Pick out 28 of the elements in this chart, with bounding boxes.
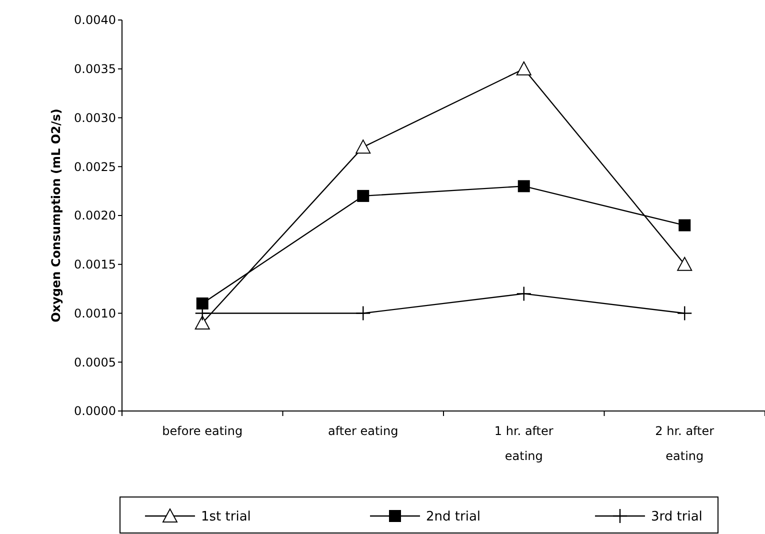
point — [194, 316, 210, 330]
point — [518, 180, 530, 192]
y-tick-label: 0.0005 — [74, 355, 116, 370]
y-tick-label: 0.0040 — [74, 13, 116, 28]
x-tick-label: after eating — [328, 424, 398, 438]
point — [677, 306, 692, 321]
point — [677, 256, 692, 271]
x-tick-label: before eating — [162, 424, 243, 438]
y-tick-label: 0.0015 — [74, 258, 116, 272]
x-tick-label: 2 hr. after eating — [655, 424, 714, 463]
y-tick-label: 0.0000 — [74, 404, 116, 418]
point — [516, 61, 532, 76]
x-tick-label: 1 hr. after eating — [494, 424, 554, 463]
legend-label: 2nd trial — [426, 510, 481, 525]
y-tick-label: 0.0020 — [74, 208, 116, 223]
point — [356, 306, 371, 321]
legend-label: 1st trial — [201, 510, 251, 525]
y-tick-label: 0.0030 — [74, 110, 116, 125]
point — [357, 190, 370, 202]
y-tick-label: 0.0025 — [74, 160, 116, 174]
y-axis-title: Oxygen Consumption (mL O2/s) — [49, 108, 63, 322]
legend-label: 3rd trial — [651, 510, 702, 525]
point — [356, 140, 371, 154]
y-tick-label: 0.0010 — [74, 306, 116, 320]
point — [516, 286, 532, 302]
point — [678, 219, 691, 232]
point — [196, 297, 208, 310]
y-tick-label: 0.0035 — [74, 62, 116, 76]
